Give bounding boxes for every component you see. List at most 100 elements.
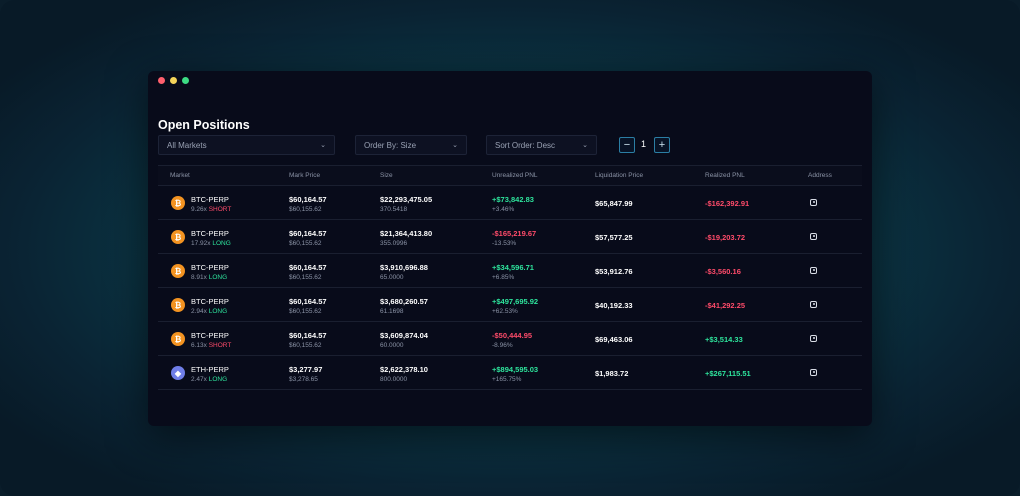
realized-pnl-cell: +$3,514.33 bbox=[705, 335, 743, 344]
market-name: ETH-PERP bbox=[191, 365, 229, 374]
page-increment-button[interactable]: + bbox=[654, 137, 670, 153]
side-badge: LONG bbox=[212, 240, 231, 247]
liquidation-price: $65,847.99 bbox=[595, 199, 633, 208]
size-value: $3,609,874.04 bbox=[380, 331, 428, 340]
unrealized-pnl: -$165,219.67 bbox=[492, 229, 537, 238]
unrealized-pnl-cell: -$165,219.67 -13.53% bbox=[492, 229, 536, 247]
market-name: BTC-PERP bbox=[191, 297, 229, 306]
positions-table: Market Mark Price Size Unrealized PNL Li… bbox=[158, 165, 862, 390]
size-value: $2,622,378.10 bbox=[380, 365, 428, 374]
table-row[interactable]: ₿ BTC-PERP 2.94x LONG $60,164.57 $60,155… bbox=[158, 288, 862, 322]
market-cell: BTC-PERP 2.94x LONG bbox=[191, 297, 229, 315]
header-address[interactable]: Address bbox=[808, 172, 832, 179]
sort-order-select[interactable]: Sort Order: Desc ⌄ bbox=[486, 135, 597, 155]
unrealized-pnl-percent: -8.96% bbox=[492, 342, 513, 349]
size-cell: $21,364,413.80 355.0996 bbox=[380, 229, 432, 247]
unrealized-pnl-percent: +165.75% bbox=[492, 376, 522, 383]
market-name: BTC-PERP bbox=[191, 195, 229, 204]
realized-pnl: -$41,292.25 bbox=[705, 301, 746, 310]
mark-price: $3,277.97 bbox=[289, 365, 323, 374]
table-row[interactable]: ₿ BTC-PERP 9.26x SHORT $60,164.57 $60,15… bbox=[158, 186, 862, 220]
unrealized-pnl-percent: -13.53% bbox=[492, 240, 517, 247]
position-leverage-side: 6.13x SHORT bbox=[191, 342, 231, 349]
leverage: 17.92x bbox=[191, 240, 211, 247]
unrealized-pnl-percent: +62.53% bbox=[492, 308, 518, 315]
btc-coin-icon: ₿ bbox=[171, 196, 185, 210]
liquidation-price-cell: $65,847.99 bbox=[595, 199, 633, 208]
unrealized-pnl-percent: +3.46% bbox=[492, 206, 515, 213]
realized-pnl-cell: -$19,203.72 bbox=[705, 233, 745, 242]
realized-pnl-cell: -$162,392.91 bbox=[705, 199, 749, 208]
header-unrealized-pnl[interactable]: Unrealized PNL bbox=[492, 172, 538, 179]
position-leverage-side: 17.92x LONG bbox=[191, 240, 231, 247]
btc-coin-icon: ₿ bbox=[171, 264, 185, 278]
realized-pnl: +$3,514.33 bbox=[705, 335, 743, 344]
position-leverage-side: 2.47x LONG bbox=[191, 376, 229, 383]
table-row[interactable]: ₿ BTC-PERP 17.92x LONG $60,164.57 $60,15… bbox=[158, 220, 862, 254]
close-window-button[interactable] bbox=[158, 77, 165, 84]
header-market[interactable]: Market bbox=[170, 172, 190, 179]
size-value: $21,364,413.80 bbox=[380, 229, 433, 238]
chevron-down-icon: ⌄ bbox=[320, 142, 326, 149]
size-cell: $3,609,874.04 60.0000 bbox=[380, 331, 428, 349]
table-header: Market Mark Price Size Unrealized PNL Li… bbox=[158, 166, 862, 186]
size-cell: $22,293,475.05 370.5418 bbox=[380, 195, 432, 213]
index-price: $60,155.62 bbox=[289, 240, 322, 247]
wallet-icon[interactable] bbox=[810, 335, 817, 342]
header-size[interactable]: Size bbox=[380, 172, 393, 179]
leverage: 8.91x bbox=[191, 274, 207, 281]
index-price: $60,155.62 bbox=[289, 274, 322, 281]
leverage: 9.26x bbox=[191, 206, 207, 213]
market-name: BTC-PERP bbox=[191, 229, 229, 238]
market-cell: ETH-PERP 2.47x LONG bbox=[191, 365, 229, 383]
size-quantity: 60.0000 bbox=[380, 342, 404, 349]
size-cell: $3,910,696.88 65.0000 bbox=[380, 263, 428, 281]
unrealized-pnl-percent: +6.85% bbox=[492, 274, 515, 281]
wallet-icon[interactable] bbox=[810, 369, 817, 376]
header-mark-price[interactable]: Mark Price bbox=[289, 172, 321, 179]
unrealized-pnl-cell: +$73,842.83 +3.46% bbox=[492, 195, 534, 213]
wallet-icon[interactable] bbox=[810, 301, 817, 308]
plus-icon: + bbox=[658, 139, 666, 151]
side-badge: LONG bbox=[208, 308, 228, 315]
market-name: BTC-PERP bbox=[191, 263, 229, 272]
size-quantity: 61.1698 bbox=[380, 308, 404, 315]
side-badge: SHORT bbox=[208, 206, 232, 213]
table-body: ₿ BTC-PERP 9.26x SHORT $60,164.57 $60,15… bbox=[158, 186, 862, 390]
leverage: 2.47x bbox=[191, 376, 207, 383]
size-cell: $2,622,378.10 800.0000 bbox=[380, 365, 428, 383]
order-by-select[interactable]: Order By: Size ⌄ bbox=[355, 135, 467, 155]
wallet-icon[interactable] bbox=[810, 267, 817, 274]
table-row[interactable]: ₿ BTC-PERP 6.13x SHORT $60,164.57 $60,15… bbox=[158, 322, 862, 356]
liquidation-price: $69,463.06 bbox=[595, 335, 633, 344]
header-realized-pnl[interactable]: Realized PNL bbox=[705, 172, 745, 179]
position-leverage-side: 9.26x SHORT bbox=[191, 206, 231, 213]
leverage: 2.94x bbox=[191, 308, 207, 315]
liquidation-price: $53,912.76 bbox=[595, 267, 633, 276]
order-by-value: Order By: Size bbox=[364, 140, 417, 150]
wallet-icon[interactable] bbox=[810, 233, 817, 240]
header-liquidation-price[interactable]: Liquidation Price bbox=[595, 172, 644, 179]
unrealized-pnl: +$894,595.03 bbox=[492, 365, 539, 374]
size-quantity: 355.0996 bbox=[380, 240, 408, 247]
table-row[interactable]: ◆ ETH-PERP 2.47x LONG $3,277.97 $3,278.6… bbox=[158, 356, 862, 390]
wallet-icon[interactable] bbox=[810, 199, 817, 206]
liquidation-price: $1,983.72 bbox=[595, 369, 629, 378]
size-value: $3,680,260.57 bbox=[380, 297, 428, 306]
leverage: 6.13x bbox=[191, 342, 207, 349]
realized-pnl: -$162,392.91 bbox=[705, 199, 750, 208]
maximize-window-button[interactable] bbox=[182, 77, 189, 84]
page-decrement-button[interactable]: − bbox=[619, 137, 635, 153]
realized-pnl: -$19,203.72 bbox=[705, 233, 746, 242]
btc-coin-icon: ₿ bbox=[171, 332, 185, 346]
liquidation-price: $57,577.25 bbox=[595, 233, 633, 242]
btc-coin-icon: ₿ bbox=[171, 298, 185, 312]
market-select[interactable]: All Markets ⌄ bbox=[158, 135, 335, 155]
table-row[interactable]: ₿ BTC-PERP 8.91x LONG $60,164.57 $60,155… bbox=[158, 254, 862, 288]
minimize-window-button[interactable] bbox=[170, 77, 177, 84]
liquidation-price-cell: $69,463.06 bbox=[595, 335, 633, 344]
chevron-down-icon: ⌄ bbox=[452, 142, 458, 149]
mark-price: $60,164.57 bbox=[289, 297, 327, 306]
unrealized-pnl: +$497,695.92 bbox=[492, 297, 539, 306]
unrealized-pnl-cell: -$50,444.95 -8.96% bbox=[492, 331, 532, 349]
